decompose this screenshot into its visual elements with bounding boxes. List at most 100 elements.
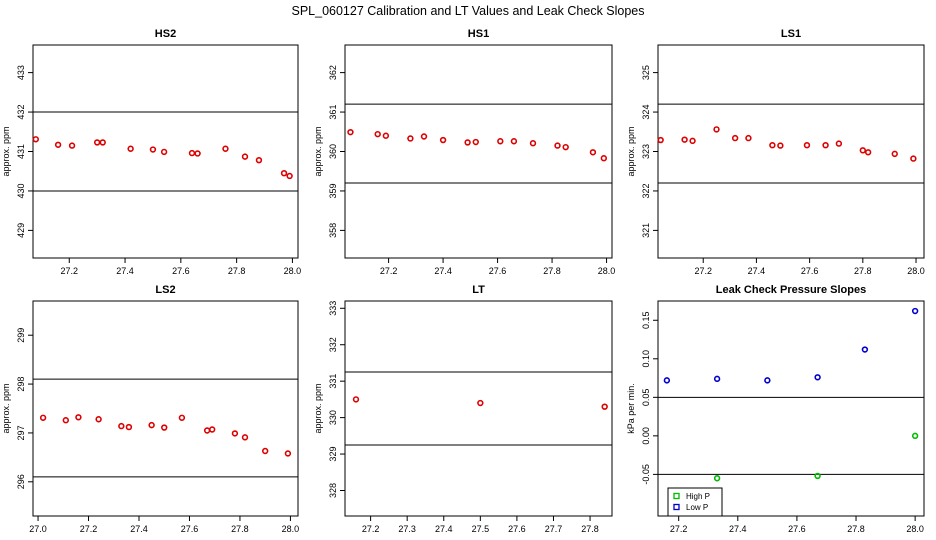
data-point	[161, 424, 168, 431]
data-point	[407, 135, 414, 142]
data-point	[713, 126, 720, 133]
y-tick-label: 0.10	[641, 350, 651, 368]
series-points	[347, 128, 608, 162]
data-point	[208, 426, 216, 433]
data-point	[99, 139, 106, 146]
y-tick-label: 296	[16, 474, 26, 489]
series-points	[32, 136, 293, 180]
data-point	[255, 156, 263, 164]
data-point	[910, 155, 917, 162]
y-tick-label: 323	[641, 144, 651, 159]
data-point	[510, 138, 518, 145]
x-tick-label: 27.6	[181, 524, 199, 534]
data-point	[472, 138, 479, 146]
x-tick-label: 27.8	[854, 266, 872, 276]
x-tick-label: 27.7	[545, 524, 563, 534]
x-tick-label: 27.8	[543, 266, 561, 276]
y-tick-label: 321	[641, 223, 651, 238]
data-point	[194, 150, 201, 157]
x-tick-label: 27.4	[434, 266, 452, 276]
x-tick-label: 27.4	[116, 266, 134, 276]
data-point	[803, 141, 811, 149]
data-point	[864, 149, 872, 156]
y-tick-label: 0.00	[641, 427, 651, 445]
x-tick-label: 27.5	[472, 524, 490, 534]
y-tick-label: 333	[328, 301, 338, 316]
data-point	[62, 417, 70, 424]
data-point	[54, 141, 62, 148]
data-point	[127, 145, 134, 152]
legend-label: Low P	[686, 503, 708, 512]
data-point	[118, 422, 125, 430]
data-point	[663, 377, 671, 384]
data-point	[764, 377, 771, 384]
legend-label: High P	[686, 492, 710, 501]
y-tick-label: 297	[16, 425, 26, 440]
y-tick-label: 433	[16, 65, 26, 80]
data-point	[284, 450, 292, 457]
y-tick-label: 298	[16, 377, 26, 392]
data-point	[464, 139, 471, 146]
panel-hs1: HS1 approx. ppm 27.2 27.4 27.6 27.8 28.0 358 359…	[313, 28, 615, 276]
y-tick-label: 330	[328, 410, 338, 425]
panels-group: HS2 approx. ppm 27.2 27.4 27.6 27.8 28.0 429 430…	[1, 28, 925, 534]
data-point	[657, 136, 664, 144]
x-tick-label: 27.2	[80, 524, 98, 534]
data-point	[713, 375, 721, 383]
plot-frame	[344, 44, 613, 259]
data-point	[859, 147, 867, 154]
data-point	[75, 414, 82, 421]
y-tick-label: 432	[16, 105, 26, 120]
legend-box	[667, 487, 723, 517]
panel-title: LT	[472, 284, 485, 296]
x-tick-label: 27.8	[231, 524, 249, 534]
data-point	[420, 133, 428, 140]
plot-frame	[657, 300, 925, 517]
panel-title: LS1	[781, 28, 801, 40]
x-tick-label: 28.0	[284, 266, 302, 276]
panel-title: HS2	[155, 28, 176, 40]
figure-title: SPL_060127 Calibration and LT Values and…	[291, 4, 644, 18]
y-tick-label: 359	[328, 183, 338, 198]
data-point	[822, 141, 829, 149]
legend: High P Low P	[667, 487, 723, 517]
y-axis-label: approx. ppm	[313, 126, 323, 176]
panel-ls2: LS2 approx. ppm 27.0 27.2 27.4 27.6 27.8 28.0 29…	[1, 284, 299, 534]
data-point	[497, 138, 504, 145]
y-tick-label: 360	[328, 144, 338, 159]
data-point	[814, 374, 821, 381]
data-point	[835, 140, 843, 147]
x-tick-label: 27.4	[748, 266, 766, 276]
y-tick-label: 0.05	[641, 389, 651, 407]
data-point	[713, 475, 721, 482]
plot-frame	[32, 300, 299, 517]
panel-title: Leak Check Pressure Slopes	[716, 284, 866, 296]
y-axis-label: approx. ppm	[626, 126, 636, 176]
panel-lt: LT approx. ppm 27.2 27.3 27.4 27.5 27.6 27.7 27.…	[313, 284, 613, 534]
x-tick-label: 27.2	[670, 524, 688, 534]
x-tick-label: 27.4	[729, 524, 747, 534]
x-tick-label: 28.0	[282, 524, 300, 534]
x-tick-label: 28.0	[906, 524, 924, 534]
data-point	[439, 136, 447, 144]
x-tick-label: 27.3	[398, 524, 416, 534]
data-point	[911, 432, 919, 440]
data-point	[148, 421, 155, 429]
y-tick-label: 430	[16, 183, 26, 198]
x-tick-label: 28.0	[907, 266, 925, 276]
y-axis-label: kPa per min.	[626, 383, 636, 434]
data-point	[745, 134, 752, 142]
data-point	[149, 146, 157, 153]
data-point	[601, 403, 608, 410]
data-point	[681, 136, 688, 143]
data-point	[188, 149, 196, 157]
data-point	[777, 142, 784, 149]
y-tick-label: -0.05	[641, 464, 651, 485]
y-tick-label: 431	[16, 144, 26, 159]
plot-frame	[32, 44, 299, 259]
plot-frame	[657, 44, 925, 259]
data-point	[286, 172, 293, 180]
data-point	[589, 149, 597, 156]
y-tick-label: 329	[328, 447, 338, 462]
